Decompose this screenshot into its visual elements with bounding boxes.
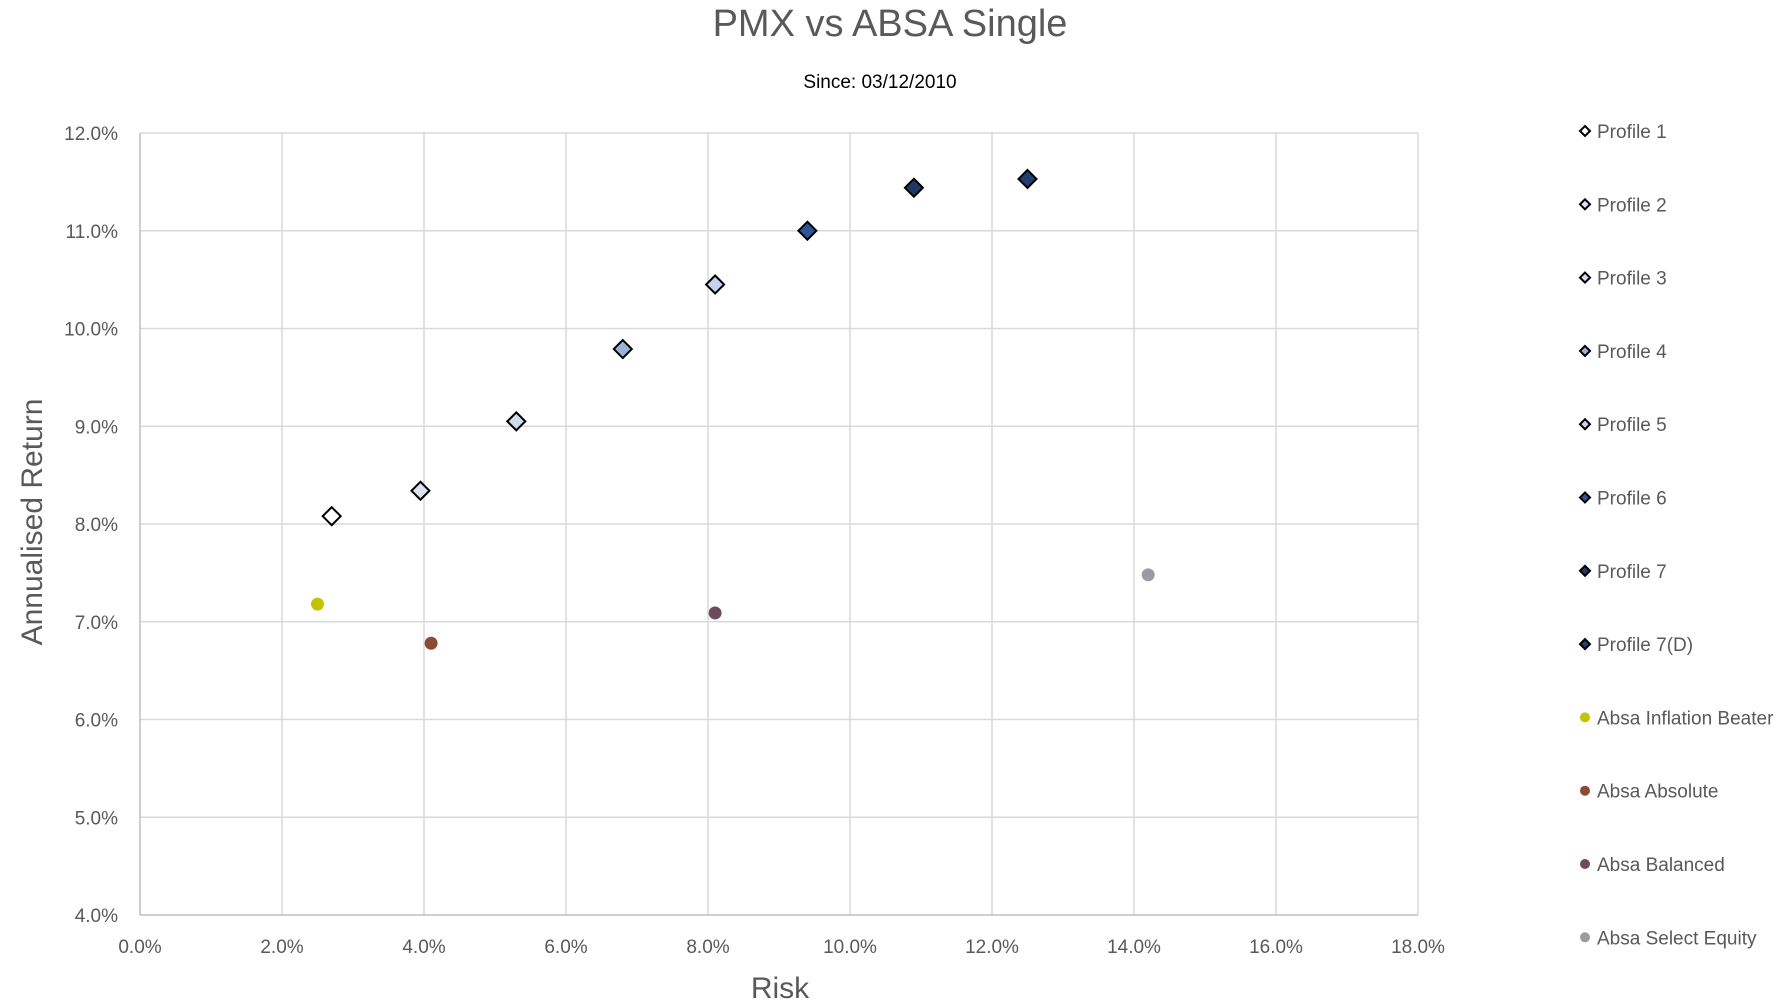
x-tick-label: 18.0% [1391, 937, 1445, 958]
legend-marker-diamond [1578, 124, 1592, 138]
data-point-circle [708, 606, 722, 620]
x-tick-label: 14.0% [1107, 937, 1161, 958]
legend-marker-diamond [1578, 344, 1592, 358]
axes [139, 133, 1418, 916]
gridlines [140, 132, 1419, 915]
data-point-diamond [612, 338, 634, 360]
legend-marker-circle [1580, 712, 1590, 723]
data-point-circle [1141, 568, 1155, 582]
legend-label: Absa Absolute [1597, 782, 1718, 803]
y-tick-label: 12.0% [64, 124, 118, 145]
legend-marker-diamond [1578, 417, 1592, 431]
x-tick-label: 4.0% [402, 937, 445, 958]
chart-subtitle: Since: 03/12/2010 [803, 72, 956, 93]
legend-label: Profile 5 [1597, 415, 1667, 436]
x-tick-label: 8.0% [686, 937, 729, 958]
x-axis-ticks: 0.0% 2.0% 4.0% 6.0% 8.0% 10.0% 12.0% 14.0% 16.0%… [118, 937, 1445, 958]
x-tick-label: 12.0% [965, 937, 1019, 958]
y-axis-label: Annualised Return [16, 399, 49, 646]
data-point-diamond [410, 480, 431, 502]
data-point-diamond [796, 220, 818, 242]
data-point-circle [424, 636, 438, 650]
legend-label: Absa Inflation Beater [1597, 708, 1774, 729]
data-point-diamond [321, 505, 343, 527]
legend-marker-diamond [1578, 197, 1592, 211]
y-tick-label: 6.0% [75, 711, 118, 732]
data-point-diamond [903, 177, 925, 199]
legend-marker-circle [1580, 785, 1590, 796]
y-tick-label: 8.0% [75, 515, 118, 536]
data-points [311, 168, 1155, 650]
legend-label: Profile 6 [1597, 489, 1667, 510]
data-point-diamond [1017, 168, 1038, 190]
legend-label: Profile 1 [1597, 122, 1667, 143]
legend-label: Profile 4 [1597, 342, 1667, 363]
legend-label: Profile 7(D) [1597, 635, 1693, 656]
x-tick-label: 0.0% [118, 937, 161, 958]
legend-label: Absa Select Equity [1597, 928, 1757, 949]
legend-marker-diamond [1578, 491, 1592, 504]
y-tick-label: 4.0% [75, 906, 118, 927]
legend: Profile 1 Profile 2 Profile 3 Profile 4 Prof… [1578, 122, 1774, 949]
data-point-circle [311, 597, 324, 611]
y-tick-label: 7.0% [75, 613, 118, 634]
legend-marker-circle [1580, 932, 1590, 943]
x-tick-label: 10.0% [823, 937, 877, 958]
y-tick-label: 5.0% [75, 808, 118, 829]
chart-title: PMX vs ABSA Single [713, 3, 1068, 45]
legend-label: Absa Balanced [1597, 855, 1725, 876]
legend-label: Profile 2 [1597, 195, 1667, 216]
x-tick-label: 6.0% [544, 937, 587, 958]
y-tick-label: 10.0% [64, 320, 118, 341]
x-tick-label: 16.0% [1249, 937, 1303, 958]
y-tick-label: 11.0% [66, 222, 119, 243]
y-tick-label: 9.0% [75, 417, 118, 438]
legend-label: Profile 7 [1597, 562, 1667, 583]
legend-marker-diamond [1578, 637, 1592, 651]
data-point-diamond [704, 274, 726, 295]
data-point-diamond [505, 410, 527, 432]
legend-marker-diamond [1578, 564, 1592, 578]
x-tick-label: 2.0% [260, 937, 303, 958]
x-axis-label: Risk [751, 972, 810, 1002]
y-axis-ticks: 4.0% 5.0% 6.0% 7.0% 8.0% 9.0% 10.0% 11.0% 12.0% [64, 124, 118, 927]
legend-marker-diamond [1578, 271, 1592, 285]
legend-label: Profile 3 [1597, 269, 1667, 290]
legend-marker-circle [1580, 859, 1590, 869]
